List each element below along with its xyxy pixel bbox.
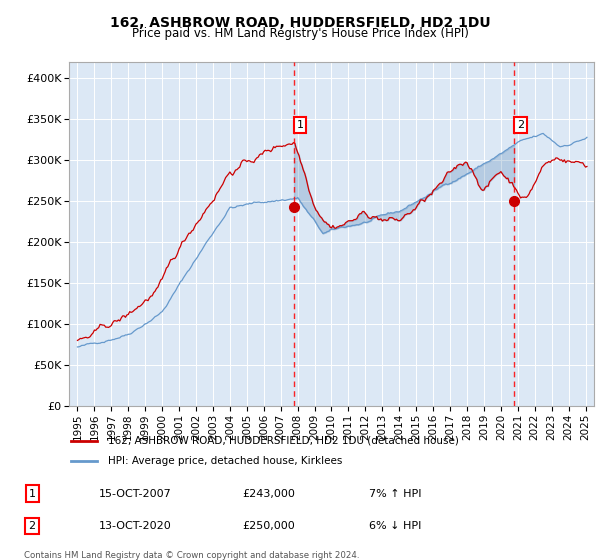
Text: 7% ↑ HPI: 7% ↑ HPI: [369, 488, 422, 498]
Text: Contains HM Land Registry data © Crown copyright and database right 2024.
This d: Contains HM Land Registry data © Crown c…: [24, 551, 359, 560]
Text: 2: 2: [29, 521, 36, 531]
Text: 2: 2: [517, 120, 524, 130]
Text: HPI: Average price, detached house, Kirklees: HPI: Average price, detached house, Kirk…: [107, 456, 342, 466]
Text: 1: 1: [296, 120, 304, 130]
Text: 13-OCT-2020: 13-OCT-2020: [98, 521, 171, 531]
Text: 1: 1: [29, 488, 35, 498]
Text: 6% ↓ HPI: 6% ↓ HPI: [369, 521, 421, 531]
Text: 15-OCT-2007: 15-OCT-2007: [98, 488, 171, 498]
Text: 162, ASHBROW ROAD, HUDDERSFIELD, HD2 1DU (detached house): 162, ASHBROW ROAD, HUDDERSFIELD, HD2 1DU…: [107, 436, 458, 446]
Text: Price paid vs. HM Land Registry's House Price Index (HPI): Price paid vs. HM Land Registry's House …: [131, 27, 469, 40]
Text: 162, ASHBROW ROAD, HUDDERSFIELD, HD2 1DU: 162, ASHBROW ROAD, HUDDERSFIELD, HD2 1DU: [110, 16, 490, 30]
Text: £243,000: £243,000: [242, 488, 295, 498]
Text: £250,000: £250,000: [242, 521, 295, 531]
